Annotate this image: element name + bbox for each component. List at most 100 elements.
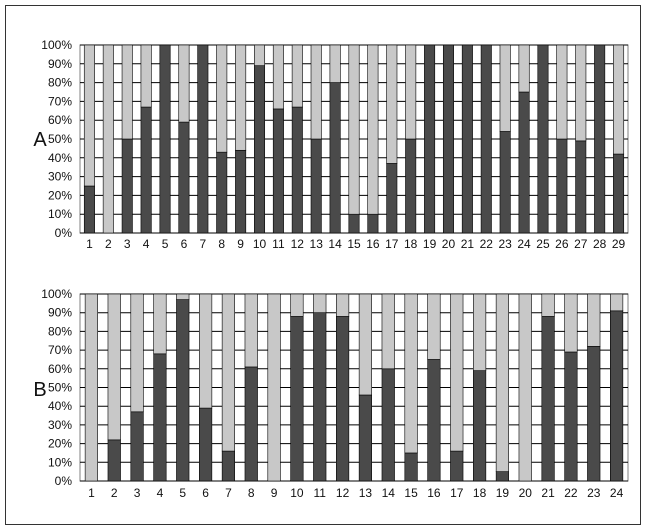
bar-dark-segment [386,163,398,234]
bar-light-segment [102,44,114,234]
x-tick-label: 14 [328,237,342,251]
x-tick-label: 4 [157,486,164,500]
bar-light-segment [381,293,395,370]
y-tick-label: 40% [48,399,72,413]
panel-label: A [33,129,47,151]
x-tick-label: 12 [336,486,350,500]
x-tick-label: 15 [347,237,361,251]
x-tick-label: 15 [404,486,418,500]
y-tick-label: 10% [48,207,72,221]
x-tick-label: 18 [473,486,487,500]
bar-dark-segment [564,351,578,482]
bar-dark-segment [313,312,327,482]
bar-light-segment [313,293,327,314]
bar-light-segment [310,44,322,140]
x-tick-label: 4 [143,237,150,251]
bar-light-segment [216,44,228,153]
panel-label: B [33,379,46,401]
bar-light-segment [427,293,441,360]
x-tick-label: 2 [111,486,118,500]
bar-light-segment [405,44,417,140]
x-tick-label: 20 [519,486,533,500]
bar-dark-segment [537,44,549,234]
bar-dark-segment [244,366,258,482]
bar-light-segment [404,293,418,454]
bar-light-segment [235,44,247,151]
x-tick-label: 28 [593,237,607,251]
bar-light-segment [267,293,281,482]
bar-light-segment [336,293,350,317]
bar-light-segment [473,293,487,371]
x-tick-label: 3 [124,237,131,251]
x-tick-label: 11 [272,237,285,251]
x-tick-label: 9 [271,486,278,500]
bar-dark-segment [427,359,441,482]
y-tick-label: 50% [48,132,72,146]
bar-light-segment [329,44,341,83]
x-tick-label: 5 [162,237,169,251]
y-tick-label: 90% [48,57,72,71]
x-tick-label: 24 [517,237,531,251]
y-tick-label: 100% [41,38,72,52]
x-tick-label: 22 [480,237,494,251]
x-tick-label: 16 [427,486,441,500]
x-tick-label: 23 [498,237,512,251]
x-tick-label: 1 [88,486,95,500]
y-tick-label: 10% [48,455,72,469]
y-tick-label: 30% [48,418,72,432]
x-tick-label: 19 [423,237,437,251]
bar-dark-segment [404,452,418,482]
bar-dark-segment [367,213,379,234]
x-tick-label: 8 [248,486,255,500]
bar-dark-segment [197,44,209,234]
bar-dark-segment [424,44,436,234]
x-tick-label: 7 [225,486,232,500]
bar-light-segment [176,293,190,300]
bar-dark-segment [613,153,625,234]
bar-dark-segment [272,108,284,234]
bar-dark-segment [556,138,568,234]
x-tick-label: 25 [536,237,550,251]
bar-dark-segment [254,65,266,234]
bar-light-segment [610,293,624,312]
bar-light-segment [130,293,144,413]
bar-dark-segment [610,310,624,482]
bar-light-segment [587,293,601,347]
bar-dark-segment [541,316,555,482]
y-tick-label: 30% [48,170,72,184]
x-tick-label: 21 [461,237,475,251]
x-tick-label: 29 [612,237,626,251]
bar-dark-segment [348,213,360,234]
x-tick-label: 19 [496,486,510,500]
y-tick-label: 40% [48,151,72,165]
x-tick-label: 2 [105,237,112,251]
x-tick-label: 6 [181,237,188,251]
x-tick-label: 24 [610,486,624,500]
bar-dark-segment [291,106,303,234]
x-tick-label: 5 [179,486,186,500]
y-tick-label: 90% [48,306,72,320]
x-tick-label: 3 [134,486,141,500]
bar-light-segment [367,44,379,215]
y-tick-label: 0% [55,226,73,240]
y-tick-label: 70% [48,94,72,108]
bar-dark-segment [221,450,235,482]
bar-dark-segment [473,370,487,482]
bar-light-segment [613,44,625,155]
x-tick-label: 13 [310,237,324,251]
bar-light-segment [564,293,578,353]
bar-light-segment [291,44,303,108]
bar-light-segment [121,44,133,140]
bar-light-segment [272,44,284,110]
x-tick-label: 12 [291,237,305,251]
x-tick-label: 1 [86,237,93,251]
bar-light-segment [541,293,555,317]
bar-dark-segment [178,121,190,234]
bar-dark-segment [480,44,492,234]
y-tick-label: 60% [48,362,72,376]
bar-dark-segment [159,44,171,234]
bar-light-segment [499,44,511,132]
bar-light-segment [83,44,95,187]
bar-light-segment [358,293,372,396]
